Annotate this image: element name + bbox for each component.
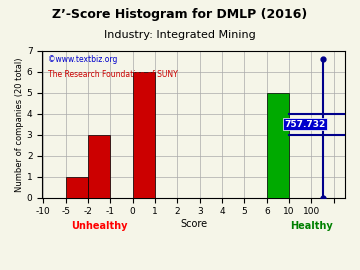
Text: 757.732: 757.732 xyxy=(284,120,325,129)
Y-axis label: Number of companies (20 total): Number of companies (20 total) xyxy=(15,57,24,191)
Text: Z’-Score Histogram for DMLP (2016): Z’-Score Histogram for DMLP (2016) xyxy=(52,8,308,21)
Text: Unhealthy: Unhealthy xyxy=(71,221,127,231)
Bar xyxy=(88,135,111,198)
Bar xyxy=(267,93,289,198)
Text: Healthy: Healthy xyxy=(290,221,333,231)
Bar xyxy=(66,177,88,198)
X-axis label: Score: Score xyxy=(180,219,207,229)
Text: ©www.textbiz.org: ©www.textbiz.org xyxy=(48,55,118,64)
Text: The Research Foundation of SUNY: The Research Foundation of SUNY xyxy=(48,70,178,79)
Bar xyxy=(133,72,155,198)
Text: Industry: Integrated Mining: Industry: Integrated Mining xyxy=(104,30,256,40)
